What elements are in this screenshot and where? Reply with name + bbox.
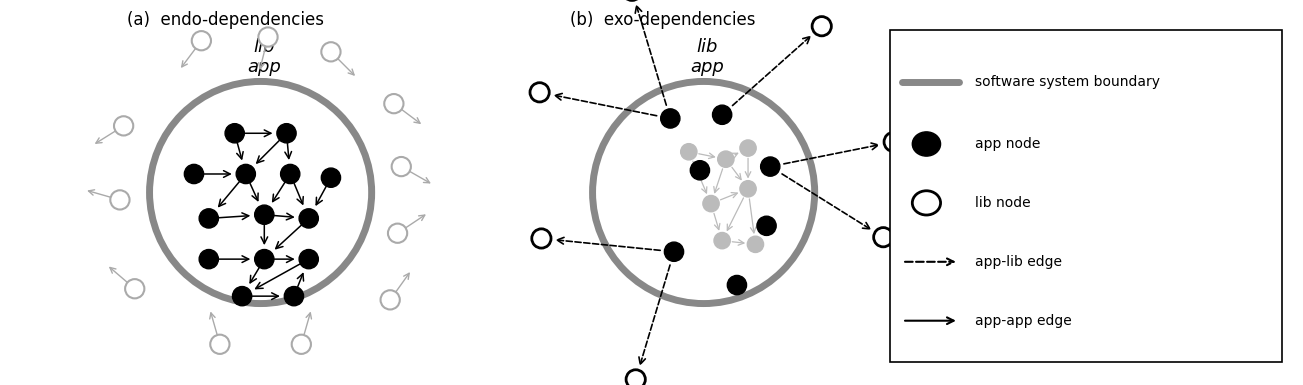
Text: lib node: lib node — [975, 196, 1031, 210]
Circle shape — [661, 109, 680, 128]
Circle shape — [625, 370, 645, 385]
Circle shape — [258, 27, 278, 47]
Circle shape — [912, 132, 941, 156]
Circle shape — [384, 94, 404, 113]
Circle shape — [284, 286, 304, 306]
Circle shape — [727, 275, 747, 295]
Text: (a)  endo-dependencies: (a) endo-dependencies — [128, 11, 324, 29]
Circle shape — [184, 164, 203, 184]
Text: lib: lib — [697, 37, 718, 55]
FancyBboxPatch shape — [890, 30, 1282, 362]
Circle shape — [812, 17, 831, 36]
Circle shape — [665, 242, 684, 261]
Circle shape — [199, 249, 219, 269]
Text: app: app — [248, 57, 281, 75]
Circle shape — [225, 124, 244, 143]
Circle shape — [873, 228, 893, 247]
Circle shape — [740, 140, 756, 156]
Circle shape — [388, 224, 408, 243]
Circle shape — [278, 124, 296, 143]
Text: (b)  exo-dependencies: (b) exo-dependencies — [571, 11, 756, 29]
Circle shape — [392, 157, 410, 176]
Circle shape — [748, 236, 764, 253]
Circle shape — [702, 196, 719, 212]
Text: app node: app node — [975, 137, 1040, 151]
Circle shape — [111, 190, 129, 209]
Circle shape — [380, 290, 400, 310]
Circle shape — [740, 181, 756, 197]
Circle shape — [322, 168, 340, 187]
Circle shape — [232, 286, 251, 306]
Circle shape — [300, 209, 318, 228]
Circle shape — [254, 249, 274, 269]
Circle shape — [125, 279, 145, 298]
Text: app: app — [691, 57, 724, 75]
Circle shape — [292, 335, 311, 354]
Circle shape — [192, 31, 211, 50]
Circle shape — [530, 83, 550, 102]
Circle shape — [199, 209, 219, 228]
Circle shape — [718, 151, 734, 167]
Circle shape — [236, 164, 255, 184]
Text: app-lib edge: app-lib edge — [975, 255, 1062, 269]
Circle shape — [280, 164, 300, 184]
Circle shape — [912, 191, 941, 215]
Text: lib: lib — [254, 37, 275, 55]
Circle shape — [883, 132, 903, 152]
Text: app-app edge: app-app edge — [975, 314, 1071, 328]
Circle shape — [714, 233, 730, 249]
Text: software system boundary: software system boundary — [975, 75, 1160, 89]
Circle shape — [713, 105, 732, 124]
Circle shape — [757, 216, 777, 236]
Circle shape — [691, 161, 710, 180]
Circle shape — [254, 205, 274, 224]
Circle shape — [532, 229, 551, 248]
Circle shape — [322, 42, 340, 62]
Circle shape — [680, 144, 697, 160]
Circle shape — [210, 335, 229, 354]
Circle shape — [761, 157, 780, 176]
Circle shape — [300, 249, 318, 269]
Circle shape — [113, 116, 133, 136]
